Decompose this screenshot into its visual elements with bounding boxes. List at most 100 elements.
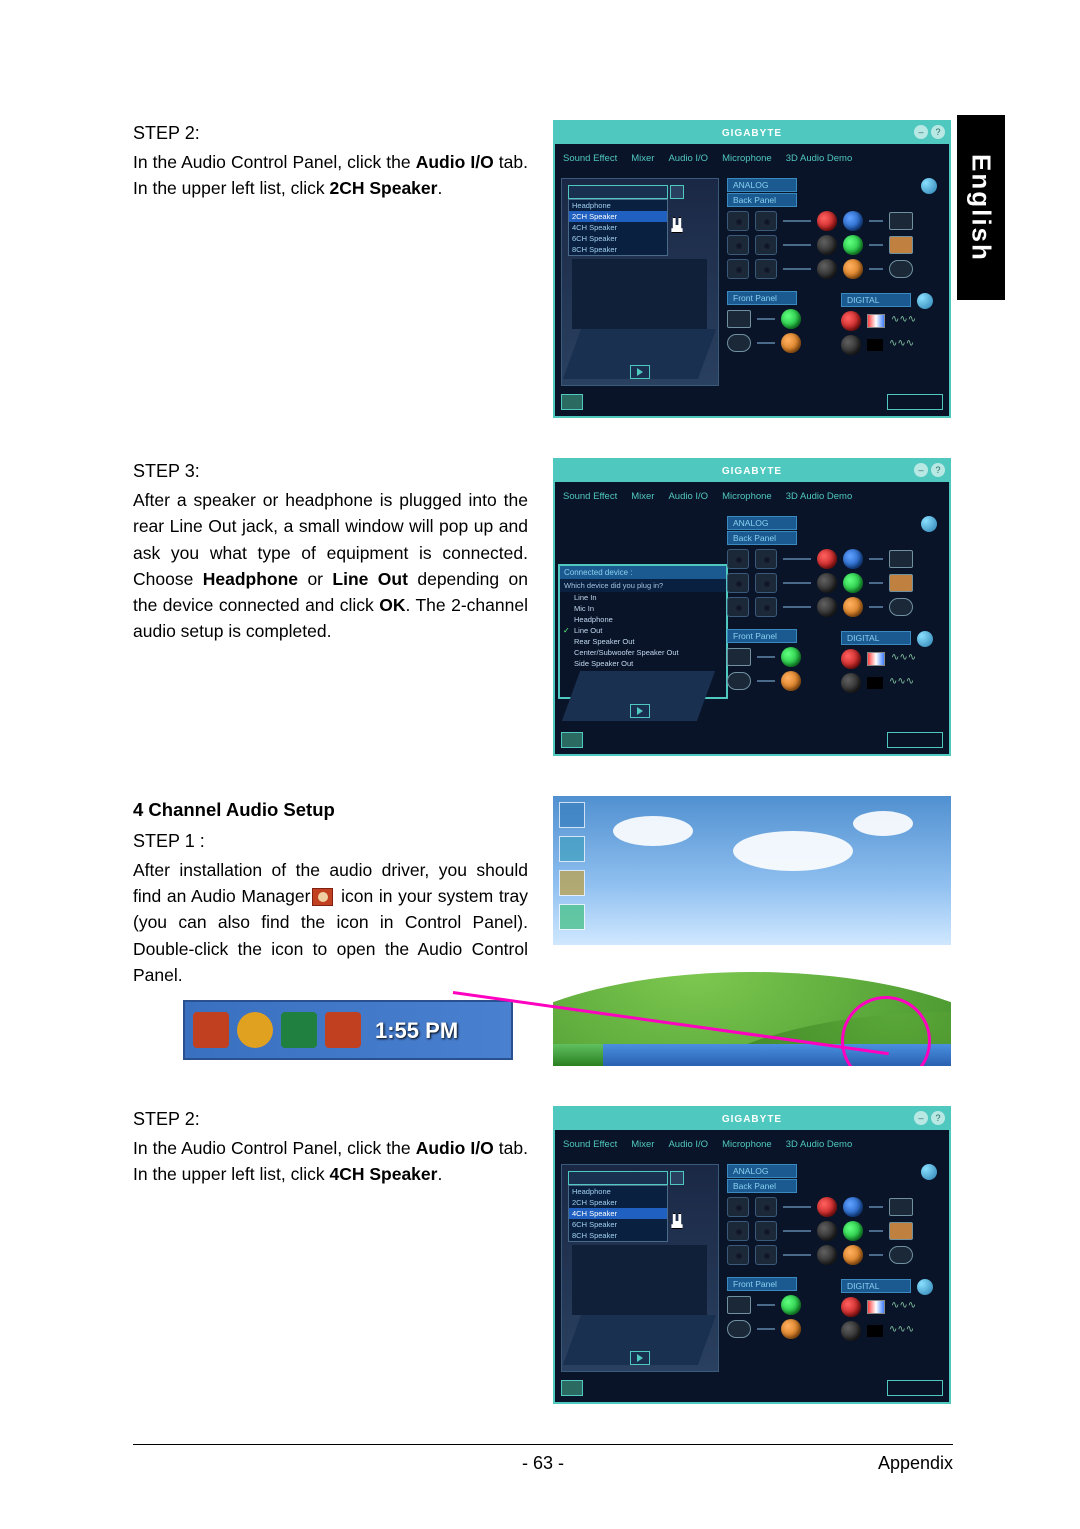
digital-label: DIGITAL — [841, 631, 911, 645]
dropdown-arrow-icon[interactable] — [670, 1171, 684, 1185]
start-button[interactable] — [553, 1044, 603, 1066]
jack-led-red[interactable] — [817, 549, 837, 569]
dialog-item[interactable]: Headphone — [560, 614, 726, 625]
footer-icon[interactable] — [561, 1380, 583, 1396]
tab-mixer[interactable]: Mixer — [631, 491, 654, 502]
play-button[interactable] — [630, 365, 650, 379]
dropdown-item[interactable]: Headphone — [569, 200, 667, 211]
jack-led-orange[interactable] — [781, 333, 801, 353]
jack-led-red[interactable] — [841, 311, 861, 331]
jack-led-black[interactable] — [817, 235, 837, 255]
jack-led-green[interactable] — [843, 573, 863, 593]
dropdown-item-selected[interactable]: 2CH Speaker — [569, 211, 667, 222]
tab-3d-demo[interactable]: 3D Audio Demo — [786, 153, 853, 164]
tab-audio-io[interactable]: Audio I/O — [668, 1139, 708, 1150]
tab-3d-demo[interactable]: 3D Audio Demo — [786, 1139, 853, 1150]
tab-audio-io[interactable]: Audio I/O — [668, 491, 708, 502]
dialog-item[interactable]: Side Speaker Out — [560, 658, 726, 669]
dropdown-item[interactable]: 8CH Speaker — [569, 1230, 667, 1241]
jack-led-black[interactable] — [841, 1321, 861, 1341]
step-label: STEP 1 : — [133, 828, 528, 855]
jack-led-black[interactable] — [841, 335, 861, 355]
ok-button[interactable] — [887, 394, 943, 410]
jack-led-blue[interactable] — [843, 549, 863, 569]
dropdown-item[interactable]: 6CH Speaker — [569, 1219, 667, 1230]
headphone-icon — [727, 1296, 751, 1314]
tray-audio-icon[interactable] — [325, 1012, 361, 1048]
jack-led-blue[interactable] — [843, 211, 863, 231]
jack-led-orange[interactable] — [843, 259, 863, 279]
jack-led-black[interactable] — [817, 1221, 837, 1241]
play-button[interactable] — [630, 704, 650, 718]
tab-sound-effect[interactable]: Sound Effect — [563, 153, 617, 164]
info-icon[interactable] — [917, 1279, 933, 1295]
tab-sound-effect[interactable]: Sound Effect — [563, 491, 617, 502]
footer-icon[interactable] — [561, 732, 583, 748]
close-icon[interactable]: ? — [931, 125, 945, 139]
jack-led-orange[interactable] — [781, 671, 801, 691]
info-icon[interactable] — [921, 1164, 937, 1180]
dialog-item[interactable]: Mic In — [560, 603, 726, 614]
jack-led-red[interactable] — [817, 1197, 837, 1217]
dropdown-item[interactable]: 6CH Speaker — [569, 233, 667, 244]
dialog-item[interactable]: Rear Speaker Out — [560, 636, 726, 647]
jack-led-black[interactable] — [817, 1245, 837, 1265]
jack-led-orange[interactable] — [843, 597, 863, 617]
dropdown-item[interactable]: Headphone — [569, 1186, 667, 1197]
dropdown-item[interactable]: 2CH Speaker — [569, 1197, 667, 1208]
jack-led-red[interactable] — [817, 211, 837, 231]
dialog-item[interactable]: Center/Subwoofer Speaker Out — [560, 647, 726, 658]
dropdown-item[interactable]: 4CH Speaker — [569, 222, 667, 233]
tab-audio-io[interactable]: Audio I/O — [668, 153, 708, 164]
tab-mixer[interactable]: Mixer — [631, 1139, 654, 1150]
dropdown-item-selected[interactable]: 4CH Speaker — [569, 1208, 667, 1219]
device-icon — [889, 1222, 913, 1240]
tab-microphone[interactable]: Microphone — [722, 491, 772, 502]
jack-led-red[interactable] — [841, 649, 861, 669]
audio-panel-screenshot-dialog: GIGABYTE – ? Sound Effect Mixer Audio I/… — [553, 458, 951, 756]
jack-port-icon — [755, 259, 777, 279]
footer-icon[interactable] — [561, 394, 583, 410]
ok-button[interactable] — [887, 1380, 943, 1396]
jack-led-green[interactable] — [781, 1295, 801, 1315]
minimize-icon[interactable]: – — [914, 463, 928, 477]
minimize-icon[interactable]: – — [914, 1111, 928, 1125]
info-icon[interactable] — [917, 293, 933, 309]
ok-button[interactable] — [887, 732, 943, 748]
info-icon[interactable] — [917, 631, 933, 647]
speaker-dropdown[interactable] — [568, 1171, 668, 1185]
desktop-icon[interactable] — [559, 802, 585, 828]
brand-label: GIGABYTE — [722, 1114, 782, 1125]
desktop-icon[interactable] — [559, 904, 585, 930]
jack-led-orange[interactable] — [781, 1319, 801, 1339]
jack-led-black[interactable] — [817, 259, 837, 279]
tab-mixer[interactable]: Mixer — [631, 153, 654, 164]
info-icon[interactable] — [921, 516, 937, 532]
desktop-icon[interactable] — [559, 836, 585, 862]
close-icon[interactable]: ? — [931, 463, 945, 477]
tab-3d-demo[interactable]: 3D Audio Demo — [786, 491, 853, 502]
jack-led-green[interactable] — [781, 309, 801, 329]
tab-sound-effect[interactable]: Sound Effect — [563, 1139, 617, 1150]
jack-led-black[interactable] — [817, 597, 837, 617]
dialog-item-checked[interactable]: Line Out — [560, 625, 726, 636]
jack-led-orange[interactable] — [843, 1245, 863, 1265]
tab-microphone[interactable]: Microphone — [722, 153, 772, 164]
close-icon[interactable]: ? — [931, 1111, 945, 1125]
desktop-icon[interactable] — [559, 870, 585, 896]
jack-led-red[interactable] — [841, 1297, 861, 1317]
dropdown-item[interactable]: 8CH Speaker — [569, 244, 667, 255]
play-button[interactable] — [630, 1351, 650, 1365]
dialog-item[interactable]: Line In — [560, 592, 726, 603]
jack-led-green[interactable] — [843, 235, 863, 255]
dropdown-arrow-icon[interactable] — [670, 185, 684, 199]
jack-led-blue[interactable] — [843, 1197, 863, 1217]
tab-microphone[interactable]: Microphone — [722, 1139, 772, 1150]
jack-led-black[interactable] — [817, 573, 837, 593]
speaker-dropdown[interactable] — [568, 185, 668, 199]
jack-led-black[interactable] — [841, 673, 861, 693]
info-icon[interactable] — [921, 178, 937, 194]
jack-led-green[interactable] — [843, 1221, 863, 1241]
jack-led-green[interactable] — [781, 647, 801, 667]
minimize-icon[interactable]: – — [914, 125, 928, 139]
